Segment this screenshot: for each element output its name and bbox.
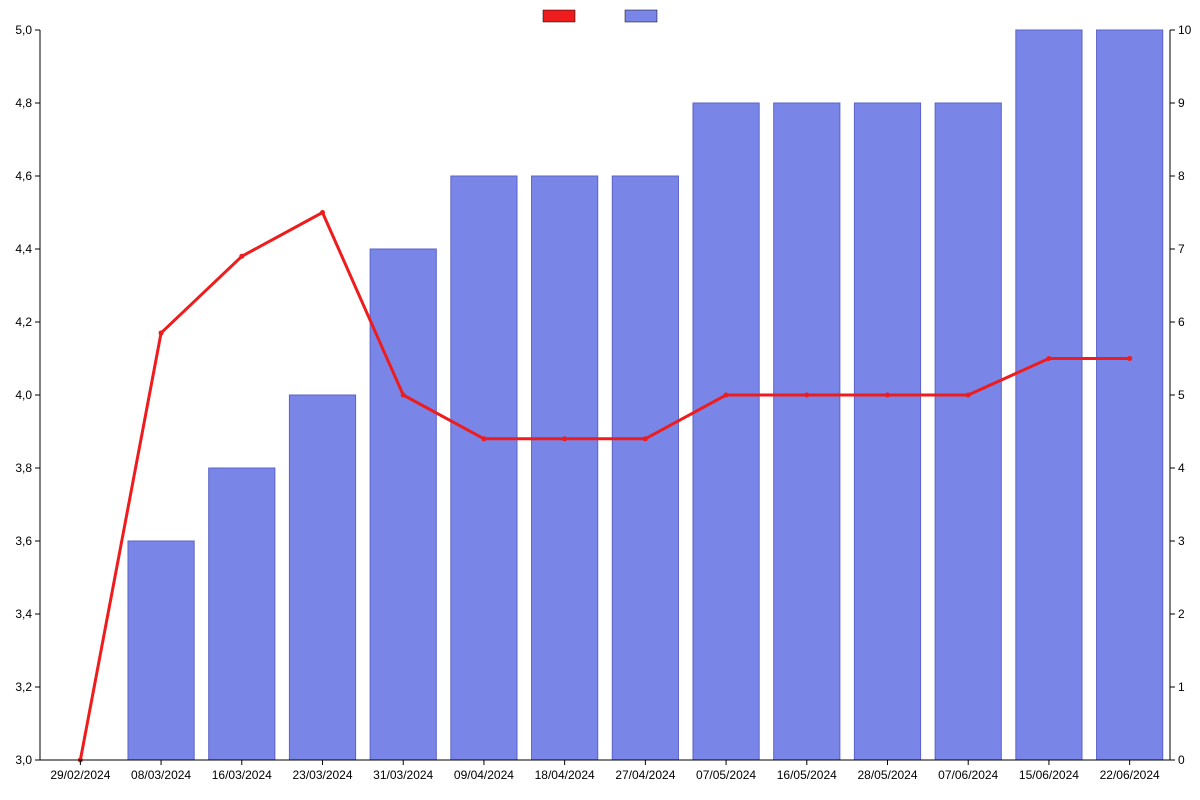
y-right-tick-label: 10: [1178, 23, 1192, 37]
y-left-tick-label: 3,4: [15, 607, 32, 621]
bar: [935, 103, 1001, 760]
x-tick-label: 27/04/2024: [615, 768, 675, 782]
y-right-tick-label: 3: [1178, 534, 1185, 548]
x-tick-label: 09/04/2024: [454, 768, 514, 782]
y-right-tick-label: 9: [1178, 96, 1185, 110]
line-marker: [320, 210, 325, 215]
y-right-tick-label: 5: [1178, 388, 1185, 402]
bar: [693, 103, 759, 760]
y-left-tick-label: 4,0: [15, 388, 32, 402]
y-left-tick-label: 3,0: [15, 753, 32, 767]
y-right-tick-label: 0: [1178, 753, 1185, 767]
x-tick-label: 07/06/2024: [938, 768, 998, 782]
y-left-tick-label: 3,6: [15, 534, 32, 548]
line-marker: [239, 254, 244, 259]
x-tick-label: 08/03/2024: [131, 768, 191, 782]
x-tick-label: 18/04/2024: [535, 768, 595, 782]
y-left-tick-label: 4,8: [15, 96, 32, 110]
y-right-tick-label: 2: [1178, 607, 1185, 621]
bar: [370, 249, 436, 760]
y-left-tick-label: 3,8: [15, 461, 32, 475]
bar: [1097, 30, 1163, 760]
y-right-tick-label: 6: [1178, 315, 1185, 329]
line-marker: [966, 393, 971, 398]
line-marker: [643, 436, 648, 441]
bar: [774, 103, 840, 760]
line-marker: [481, 436, 486, 441]
y-left-tick-label: 5,0: [15, 23, 32, 37]
bar: [128, 541, 194, 760]
bar: [612, 176, 678, 760]
x-tick-label: 16/03/2024: [212, 768, 272, 782]
bar: [451, 176, 517, 760]
x-tick-label: 07/05/2024: [696, 768, 756, 782]
x-tick-label: 31/03/2024: [373, 768, 433, 782]
legend-swatch: [625, 10, 657, 22]
legend-swatch: [543, 10, 575, 22]
bar: [1016, 30, 1082, 760]
y-right-tick-label: 8: [1178, 169, 1185, 183]
y-left-tick-label: 3,2: [15, 680, 32, 694]
line-marker: [724, 393, 729, 398]
y-left-tick-label: 4,4: [15, 242, 32, 256]
line-marker: [1127, 356, 1132, 361]
bar: [532, 176, 598, 760]
bar: [289, 395, 355, 760]
x-tick-label: 28/05/2024: [857, 768, 917, 782]
line-marker: [885, 393, 890, 398]
y-left-tick-label: 4,2: [15, 315, 32, 329]
y-right-tick-label: 4: [1178, 461, 1185, 475]
x-tick-label: 29/02/2024: [50, 768, 110, 782]
y-right-tick-label: 7: [1178, 242, 1185, 256]
x-tick-label: 16/05/2024: [777, 768, 837, 782]
bar: [209, 468, 275, 760]
chart-svg: 3,0 3,2 3,4 3,6 3,8 4,0 4,2 4,4 4,6 4,8 5,0 0 1 2 3 4 5 6…: [0, 0, 1200, 800]
y-right-tick-label: 1: [1178, 680, 1185, 694]
line-marker: [562, 436, 567, 441]
line-marker: [159, 330, 164, 335]
line-marker: [1046, 356, 1051, 361]
x-tick-label: 23/03/2024: [292, 768, 352, 782]
y-left-tick-label: 4,6: [15, 169, 32, 183]
combo-chart: 3,0 3,2 3,4 3,6 3,8 4,0 4,2 4,4 4,6 4,8 5,0 0 1 2 3 4 5 6…: [0, 0, 1200, 800]
x-tick-label: 22/06/2024: [1100, 768, 1160, 782]
line-marker: [401, 393, 406, 398]
x-tick-label: 15/06/2024: [1019, 768, 1079, 782]
line-marker: [804, 393, 809, 398]
bar: [854, 103, 920, 760]
